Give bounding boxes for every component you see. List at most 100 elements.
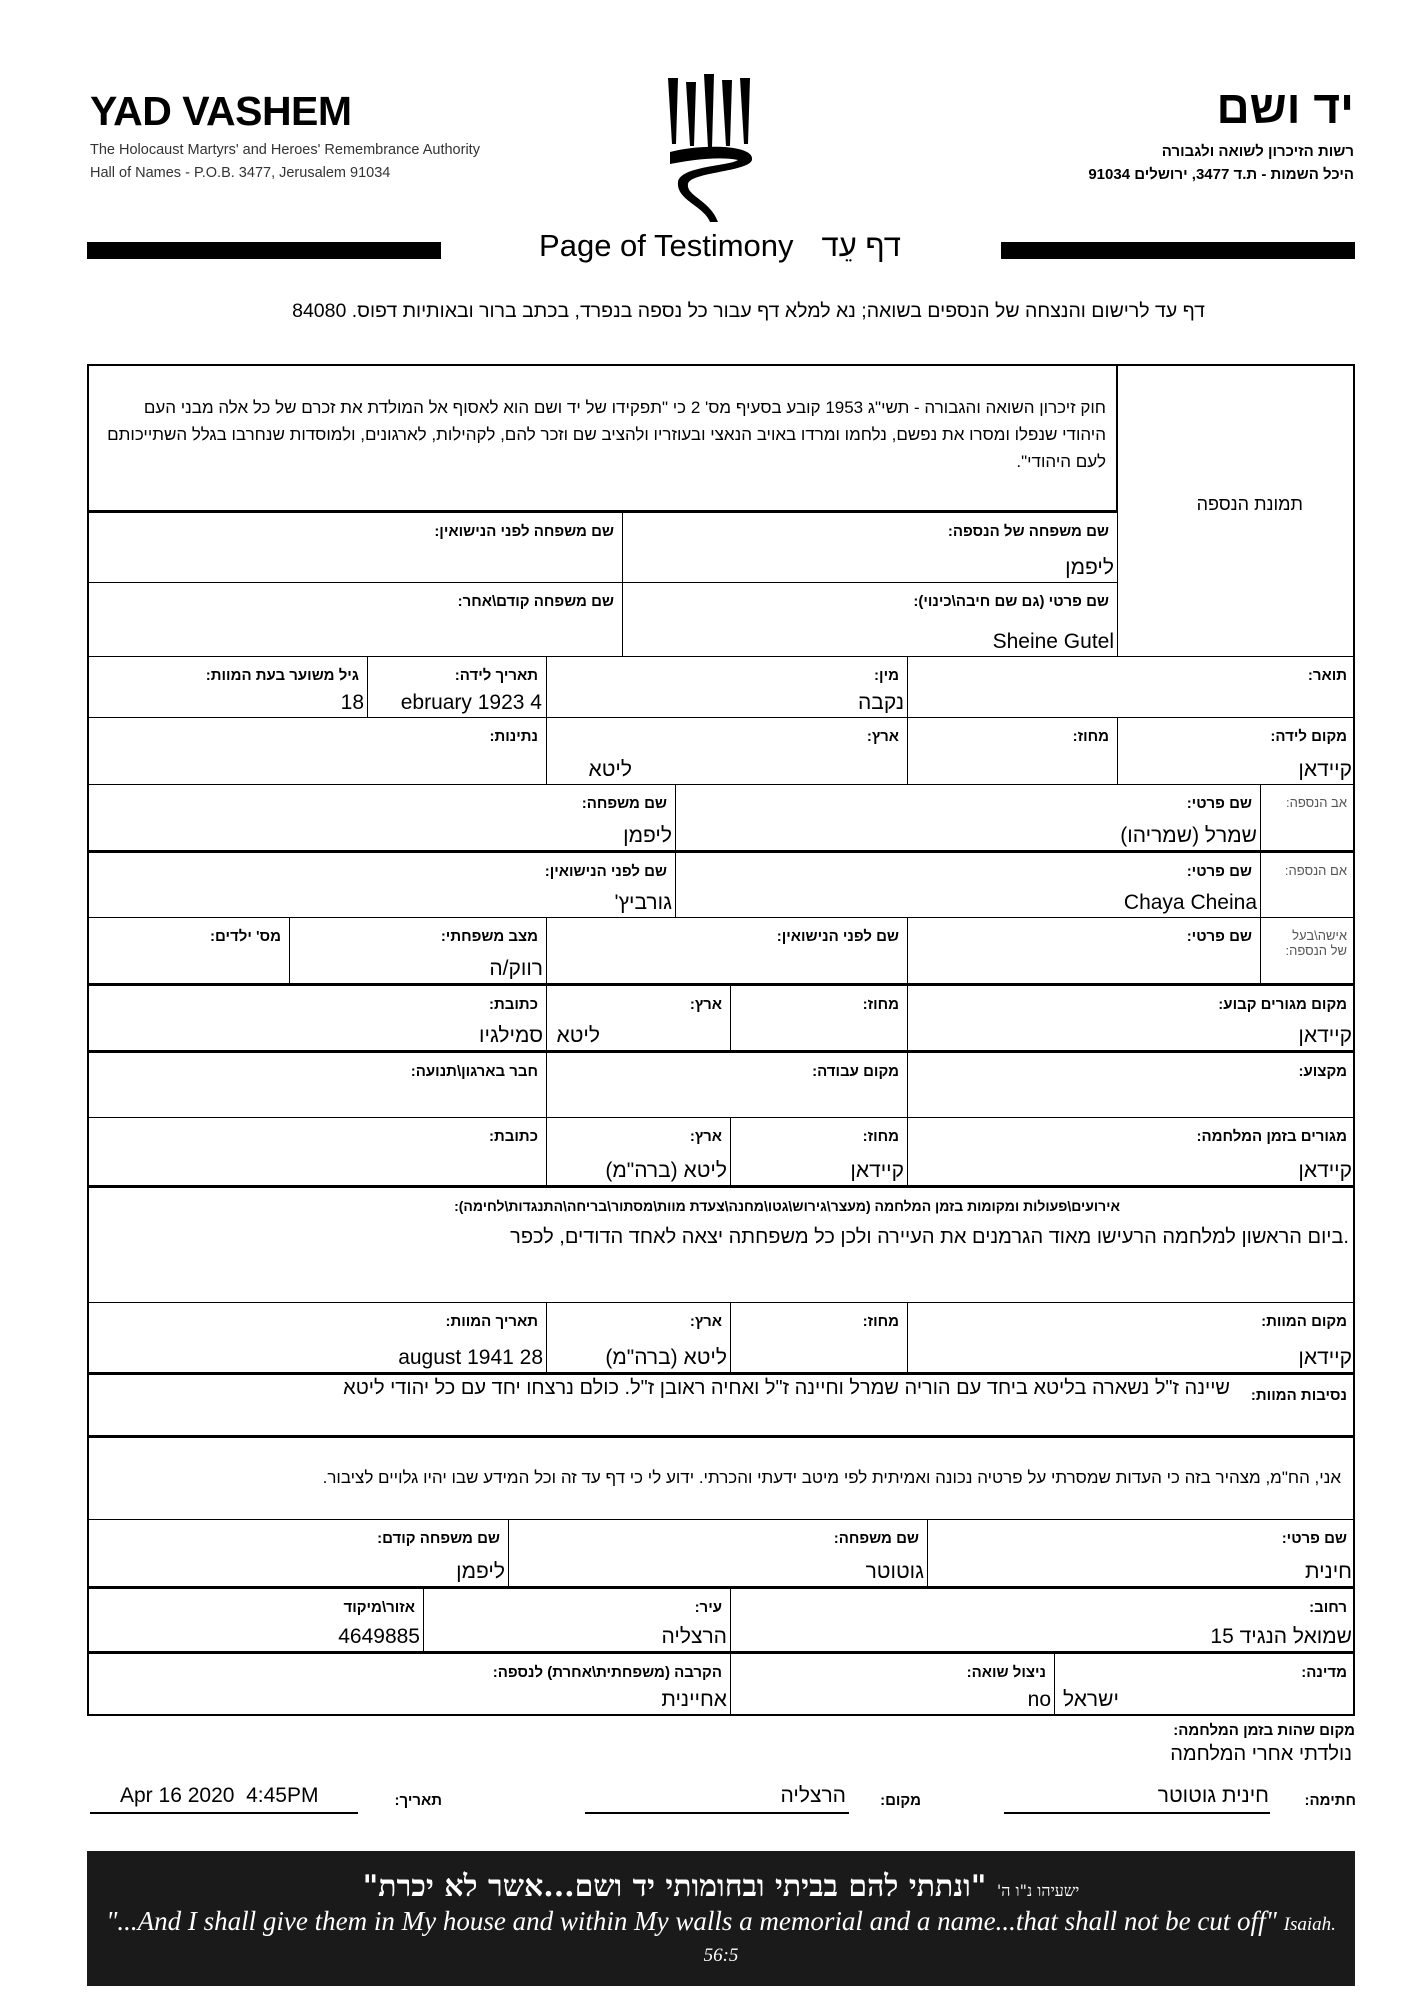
- death-country-field[interactable]: ארץ: ליטא (ברה"מ): [546, 1302, 730, 1372]
- birth-country-field[interactable]: ארץ: ליטא: [546, 717, 907, 784]
- spouse-maiden-name-field[interactable]: שם לפני הנישואין:: [546, 917, 907, 983]
- nationality-field[interactable]: נתינות:: [87, 717, 546, 784]
- label: שם פרטי (גם שם חיבה\כינוי):: [913, 593, 1109, 610]
- survivor-field[interactable]: ניצול שואה: no: [730, 1651, 1054, 1714]
- value: ליפמן: [456, 1560, 505, 1583]
- value: ליפמן: [1065, 556, 1114, 579]
- label: תאריך המוות:: [445, 1313, 538, 1330]
- value: קיידאן: [1298, 758, 1352, 781]
- submitter-zip-field[interactable]: אזור\מיקוד 4649885: [87, 1586, 423, 1651]
- relation-field[interactable]: הקרבה (משפחתית\אחרת) לנספה: אחיינית: [87, 1651, 730, 1714]
- address-he: היכל השמות - ת.ד 3477, ירושלים 91034: [1088, 166, 1354, 183]
- mother-maiden-name-field[interactable]: שם לפני הנישואין: גורביץ': [87, 850, 675, 917]
- value: נקבה: [857, 691, 904, 714]
- law-intro-text: חוק זיכרון השואה והגבורה - תשי"ג 1953 קו…: [107, 398, 1106, 471]
- wartime-place-field[interactable]: מגורים בזמן המלחמה: קיידאן: [907, 1117, 1355, 1185]
- value: סמילגיו: [479, 1024, 543, 1047]
- label: ארץ:: [689, 1128, 722, 1145]
- label: חבר בארגון\תנועה:: [410, 1063, 538, 1080]
- date-line: [90, 1812, 358, 1814]
- residence-country-field[interactable]: ארץ: ליטא: [546, 983, 730, 1050]
- photo-box[interactable]: תמונת הנספה: [1117, 364, 1355, 656]
- father-first-name-field[interactable]: שם פרטי: שמרל (שמריהו): [675, 784, 1260, 850]
- label: מקום המוות:: [1261, 1313, 1347, 1330]
- label: כתובת:: [489, 996, 538, 1013]
- value: קיידאן: [1298, 1346, 1352, 1369]
- birth-place-field[interactable]: מקום לידה: קיידאן: [1117, 717, 1355, 784]
- authority-en: The Holocaust Martyrs' and Heroes' Remem…: [90, 142, 480, 158]
- events-field[interactable]: אירועים\פעולות ומקומות בזמן המלחמה (מעצר…: [87, 1185, 1355, 1302]
- value: חינית: [1305, 1560, 1352, 1583]
- profession-field[interactable]: מקצוע:: [907, 1050, 1355, 1117]
- spouse-first-name-field[interactable]: שם פרטי:: [907, 917, 1260, 983]
- label: אם הנספה:: [1284, 863, 1347, 878]
- value: ליטא (ברה"מ): [605, 1159, 727, 1182]
- value: שיינה ז"ל נשארה בליטא ביחד עם הוריה שמרל…: [343, 1377, 1230, 1399]
- victim-birth-date-field[interactable]: תאריך לידה: ebruary 1923 4: [367, 656, 546, 717]
- residence-address-field[interactable]: כתובת: סמילגיו: [87, 983, 546, 1050]
- wartime-location-value[interactable]: נולדתי אחרי המלחמה: [1170, 1743, 1352, 1765]
- submitter-country-field[interactable]: מדינה: ישראל: [1054, 1651, 1355, 1714]
- place-line: [585, 1812, 849, 1814]
- submitter-city-field[interactable]: עיר: הרצליה: [423, 1586, 730, 1651]
- submitter-family-name-field[interactable]: שם משפחה: גוטוטר: [508, 1519, 927, 1586]
- page-title: Page of Testimony דף עֵד: [440, 228, 1000, 264]
- label: נתינות:: [489, 728, 538, 745]
- label: שם משפחה קודם:: [377, 1530, 500, 1547]
- yad-vashem-logo-icon: [668, 74, 753, 222]
- label: מס' ילדים:: [210, 928, 281, 945]
- testimony-form: [87, 364, 1355, 1716]
- label: אב הנספה:: [1285, 795, 1347, 810]
- marital-status-field[interactable]: מצב משפחתי: רווק/ה: [289, 917, 546, 983]
- value: גוטוטר: [865, 1560, 924, 1583]
- value: קיידאן: [1298, 1024, 1352, 1047]
- organization-field[interactable]: חבר בארגון\תנועה:: [87, 1050, 546, 1117]
- submitter-prev-family-name-field[interactable]: שם משפחה קודם: ליפמן: [87, 1519, 508, 1586]
- residence-district-field[interactable]: מחוז:: [730, 983, 907, 1050]
- label: שם לפני הנישואין:: [776, 928, 899, 945]
- verse-he: ישעיהו נ"ו ה' "ונתתי להם בביתי ובחומותי …: [87, 1869, 1355, 1904]
- signature-value[interactable]: חינית גוטוטר: [1157, 1784, 1269, 1807]
- father-family-name-field[interactable]: שם משפחה: ליפמן: [87, 784, 675, 850]
- victim-gender-field[interactable]: מין: נקבה: [546, 656, 907, 717]
- workplace-field[interactable]: מקום עבודה:: [546, 1050, 907, 1117]
- value: שמואל הנגיד 15: [1210, 1625, 1352, 1648]
- value: Chaya Cheina: [1123, 891, 1257, 914]
- verse-en-ref: Isaiah. 56:5: [703, 1914, 1336, 1966]
- place-value[interactable]: הרצליה: [780, 1784, 846, 1807]
- label: כתובת:: [489, 1128, 538, 1145]
- signature-line: [1004, 1812, 1270, 1814]
- death-date-field[interactable]: תאריך המוות: august 1941 28: [87, 1302, 546, 1372]
- submitter-street-field[interactable]: רחוב: שמואל הנגיד 15: [730, 1586, 1355, 1651]
- date-value[interactable]: Apr 16 2020 4:45PM: [120, 1784, 319, 1807]
- father-row-label: אב הנספה:: [1260, 784, 1355, 850]
- wartime-country-field[interactable]: ארץ: ליטא (ברה"מ): [546, 1117, 730, 1185]
- residence-place-field[interactable]: מקום מגורים קבוע: קיידאן: [907, 983, 1355, 1050]
- victim-title-field[interactable]: תואר:: [907, 656, 1355, 717]
- victim-age-field[interactable]: גיל משוער בעת המוות: 18: [87, 656, 367, 717]
- label: נסיבות המוות:: [1250, 1387, 1347, 1404]
- place-label: מקום:: [880, 1792, 921, 1809]
- victim-prev-family-name-field[interactable]: שם משפחה קודם\אחר:: [87, 582, 622, 656]
- victim-maiden-name-field[interactable]: שם משפחה לפני הנישואין:: [87, 510, 622, 582]
- victim-first-name-field[interactable]: שם פרטי (גם שם חיבה\כינוי): Sheine Gutel: [622, 582, 1117, 656]
- label: ניצול שואה:: [966, 1664, 1046, 1681]
- label: מדינה:: [1301, 1664, 1347, 1681]
- death-district-field[interactable]: מחוז:: [730, 1302, 907, 1372]
- label: הקרבה (משפחתית\אחרת) לנספה:: [492, 1664, 722, 1681]
- label: תאריך לידה:: [454, 667, 538, 684]
- mother-first-name-field[interactable]: שם פרטי: Chaya Cheina: [675, 850, 1260, 917]
- submitter-first-name-field[interactable]: שם פרטי: חינית: [927, 1519, 1355, 1586]
- wartime-district-field[interactable]: מחוז: קיידאן: [730, 1117, 907, 1185]
- death-place-field[interactable]: מקום המוות: קיידאן: [907, 1302, 1355, 1372]
- wartime-address-field[interactable]: כתובת:: [87, 1117, 546, 1185]
- victim-family-name-field[interactable]: שם משפחה של הנספה: ליפמן: [622, 510, 1117, 582]
- label: שם פרטי:: [1186, 863, 1252, 880]
- declaration: אני, הח"מ, מצהיר בזה כי העדות שמסרתי על …: [87, 1435, 1355, 1519]
- birth-district-field[interactable]: מחוז:: [907, 717, 1117, 784]
- label: שם לפני הנישואין:: [544, 863, 667, 880]
- death-circumstances-field[interactable]: נסיבות המוות: שיינה ז"ל נשארה בליטא ביחד…: [87, 1372, 1355, 1435]
- org-name-he: יד ושם: [1216, 81, 1354, 133]
- children-count-field[interactable]: מס' ילדים:: [87, 917, 289, 983]
- label: שם משפחה לפני הנישואין:: [434, 523, 614, 540]
